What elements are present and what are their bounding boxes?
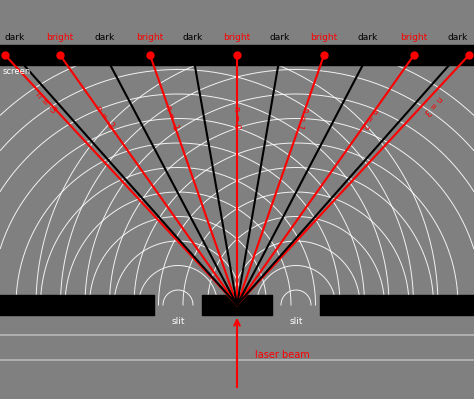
Text: dark: dark [5, 33, 25, 42]
Text: bright: bright [223, 33, 251, 42]
Text: dark: dark [95, 33, 115, 42]
Text: dark: dark [183, 33, 203, 42]
Text: n = -2: n = -2 [93, 105, 115, 130]
Text: dark: dark [270, 33, 290, 42]
Text: slit: slit [171, 317, 185, 326]
Text: bright: bright [310, 33, 337, 42]
Text: bright: bright [46, 33, 73, 42]
Text: n = -1: n = -1 [163, 104, 180, 131]
Text: bright: bright [401, 33, 428, 42]
Text: bright: bright [137, 33, 164, 42]
Text: screen: screen [3, 67, 31, 76]
Text: laser beam: laser beam [255, 350, 310, 360]
Text: n = 1: n = 1 [294, 105, 310, 130]
Text: n = 2: n = 2 [359, 106, 380, 129]
Text: dark: dark [358, 33, 378, 42]
Text: n = -3: n = -3 [34, 90, 58, 115]
Text: n = 3: n = 3 [422, 94, 444, 117]
Text: dark: dark [448, 33, 468, 42]
Text: slit: slit [289, 317, 303, 326]
Text: n = 0: n = 0 [233, 106, 241, 129]
